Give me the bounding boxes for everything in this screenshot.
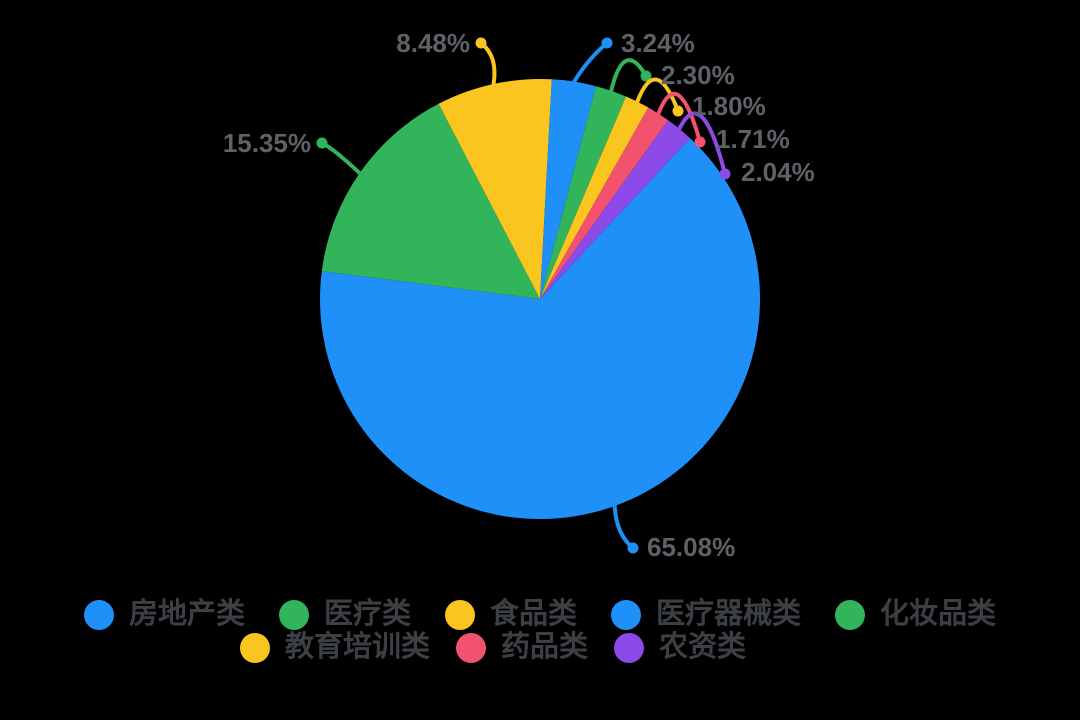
legend-dot-icon xyxy=(239,632,270,663)
leader-line-7 xyxy=(677,111,727,176)
percent-label-medical-device: 3.24% xyxy=(621,28,695,58)
percent-label-real-estate: 65.08% xyxy=(647,532,736,562)
percent-label-medical: 15.35% xyxy=(222,128,311,158)
legend-row-2: 教育培训类 药品类 农资类 xyxy=(239,631,747,664)
leader-line-0 xyxy=(612,503,635,550)
leader-line-5 xyxy=(635,77,680,113)
legend-item-label: 医疗器械类 xyxy=(656,598,802,630)
legend-dot-icon xyxy=(611,599,641,630)
leader-line-6 xyxy=(656,91,702,144)
pie-slice-1[interactable] xyxy=(321,103,540,299)
pie-slice-2[interactable] xyxy=(438,78,552,299)
leader-line-3 xyxy=(572,41,609,84)
leader-line-4 xyxy=(609,58,648,93)
legend-item-label: 化妆品类 xyxy=(880,598,997,630)
leader-dot-icon xyxy=(601,37,613,49)
percent-label-food: 8.48% xyxy=(396,28,470,58)
leader-line-1 xyxy=(320,141,362,176)
legend-item-label: 农资类 xyxy=(659,631,747,663)
legend-dot-icon xyxy=(614,632,644,663)
legend: 房地产类 医疗类 食品类 医疗器械类 化妆品类 教育培训类 药品类 农资类 xyxy=(0,598,1080,664)
pie-slice-0[interactable] xyxy=(320,138,761,520)
legend-dot-icon xyxy=(835,599,866,630)
legend-item-label: 医疗类 xyxy=(323,598,411,630)
leader-dot-icon xyxy=(475,37,487,49)
legend-item-3[interactable]: 医疗器械类 xyxy=(611,598,802,630)
leader-line-2 xyxy=(479,41,497,86)
legend-item-label: 房地产类 xyxy=(128,598,245,630)
legend-row-1: 房地产类 医疗类 食品类 医疗器械类 化妆品类 xyxy=(83,598,997,631)
leader-dot-icon xyxy=(694,136,706,148)
legend-dot-icon xyxy=(444,599,475,630)
leader-dot-icon xyxy=(672,105,684,117)
legend-item-label: 药品类 xyxy=(500,631,588,663)
legend-item-1[interactable]: 医疗类 xyxy=(278,598,411,630)
pie-slice-4[interactable] xyxy=(540,86,626,299)
pie-slice-5[interactable] xyxy=(540,96,649,300)
percent-label-education: 1.80% xyxy=(692,91,766,121)
legend-item-7[interactable]: 农资类 xyxy=(614,631,747,663)
legend-item-2[interactable]: 食品类 xyxy=(444,598,577,630)
pie-slice-6[interactable] xyxy=(540,107,669,300)
legend-dot-icon xyxy=(455,632,486,663)
pie-slice-3[interactable] xyxy=(540,79,596,299)
legend-item-label: 食品类 xyxy=(489,598,577,630)
legend-dot-icon xyxy=(83,599,114,630)
leader-dot-icon xyxy=(640,70,652,82)
legend-item-5[interactable]: 教育培训类 xyxy=(239,631,430,663)
legend-item-6[interactable]: 药品类 xyxy=(455,631,588,663)
percent-label-pharma: 1.71% xyxy=(716,124,790,154)
legend-dot-icon xyxy=(278,599,309,630)
legend-item-4[interactable]: 化妆品类 xyxy=(835,598,997,630)
pie-slice-7[interactable] xyxy=(540,120,690,299)
legend-item-label: 教育培训类 xyxy=(284,631,430,663)
leader-dot-icon xyxy=(316,137,328,149)
percent-label-cosmetics: 2.30% xyxy=(661,60,735,90)
leader-dot-icon xyxy=(719,168,731,180)
percent-label-agriculture: 2.04% xyxy=(741,157,815,187)
legend-item-0[interactable]: 房地产类 xyxy=(83,598,245,630)
leader-dot-icon xyxy=(627,542,639,554)
